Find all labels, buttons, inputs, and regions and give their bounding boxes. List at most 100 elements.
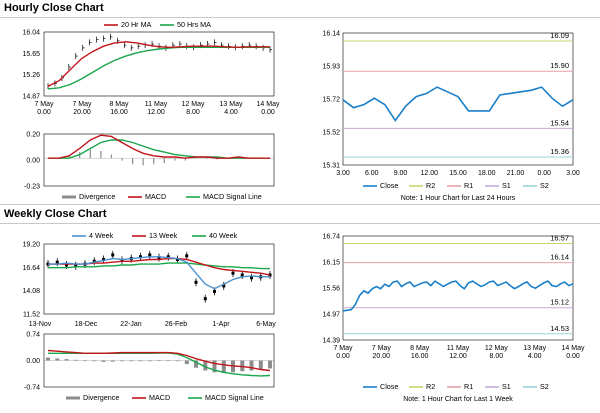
hourly-section-title: Hourly Close Chart xyxy=(4,2,104,14)
weekly-price-y-tick: 11.52 xyxy=(23,312,40,319)
weekly-levels-s1-label: 15.12 xyxy=(550,298,569,307)
weekly-levels-x-tick-time: 8.00 xyxy=(489,353,503,360)
hourly-levels-x-tick: 0.00 xyxy=(537,170,551,177)
hourly-divergence-bar xyxy=(206,158,208,159)
weekly-levels-x-tick-day: 7 May xyxy=(372,345,392,352)
weekly-divergence-bar xyxy=(240,360,245,372)
hourly-price-x-tick-time: 0.00 xyxy=(37,109,51,116)
weekly-levels-y-tick: 15.56 xyxy=(322,286,340,293)
hourly-price-y-tick: 14.87 xyxy=(22,94,40,101)
weekly-levels-note: Note: 1 Hour Chart for Last 1 Week xyxy=(403,396,513,403)
hourly-legend-macd-label: MACD xyxy=(145,192,166,201)
hourly-price-x-tick-time: 8.00 xyxy=(186,109,200,116)
weekly-levels-legend-label: R1 xyxy=(464,382,473,391)
weekly-price-bar-body xyxy=(55,260,59,264)
hourly-ma20-line xyxy=(47,41,270,87)
weekly-macd-line xyxy=(47,349,271,372)
hourly-levels-x-tick: 3.00 xyxy=(336,170,350,177)
weekly-levels-legend-label: Close xyxy=(380,382,398,391)
weekly-price-bar-body xyxy=(120,258,124,262)
weekly-price-bar-body xyxy=(139,255,142,259)
hourly-levels-x-tick: 18.00 xyxy=(478,170,496,177)
hourly-divergence-bar xyxy=(132,158,134,165)
weekly-title-rule xyxy=(0,223,600,224)
hourly-levels-x-tick: 9.00 xyxy=(394,170,408,177)
weekly-levels-y-tick: 16.74 xyxy=(322,234,340,241)
weekly-levels-x-tick-time: 12.00 xyxy=(449,353,467,360)
weekly-price-y-tick: 16.64 xyxy=(22,265,40,272)
weekly-price-bar-body xyxy=(231,271,235,275)
weekly-macd-y-tick: 0.74 xyxy=(26,332,40,339)
weekly-price-bar-body xyxy=(203,297,207,301)
hourly-price-x-tick-time: 4.00 xyxy=(224,109,238,116)
weekly-divergence-bar xyxy=(120,360,124,362)
hourly-divergence-bar xyxy=(163,158,165,163)
weekly-levels-s2-label: 14.53 xyxy=(550,324,569,333)
weekly-ma4-line xyxy=(48,256,270,290)
weekly-levels-frame xyxy=(342,235,574,341)
hourly-levels-x-tick: 3.00 xyxy=(566,170,580,177)
weekly-levels-x-tick-day: 8 May xyxy=(410,345,430,352)
weekly-legend-signal-label: MACD Signal Line xyxy=(205,393,264,402)
hourly-levels-frame xyxy=(342,32,574,166)
weekly-levels-x-tick-time: 0.00 xyxy=(566,353,580,360)
weekly-levels-y-tick: 14.39 xyxy=(322,338,340,345)
weekly-divergence-bar xyxy=(55,358,60,361)
hourly-levels-s1-label: 15.54 xyxy=(550,118,569,127)
weekly-divergence-bar xyxy=(83,360,87,362)
hourly-legend-divergence-label: Divergence xyxy=(79,192,115,201)
weekly-price-bar-body xyxy=(194,280,198,284)
hourly-levels-y-tick: 15.31 xyxy=(322,163,340,170)
weekly-divergence-bar xyxy=(110,360,115,362)
hourly-divergence-bar xyxy=(153,158,155,165)
hourly-levels-r2-label: 16.09 xyxy=(550,31,569,40)
hourly-levels-y-tick: 16.14 xyxy=(322,31,340,38)
weekly-ma40-line xyxy=(48,262,270,270)
hourly-divergence-bar xyxy=(142,158,144,166)
weekly-levels-x-tick-time: 16.00 xyxy=(411,353,429,360)
hourly-ma50-line xyxy=(47,46,270,90)
weekly-legend-13wk-label: 13 Week xyxy=(149,231,178,240)
weekly-divergence-bar xyxy=(157,360,161,362)
weekly-legend-40wk-label: 40 Week xyxy=(209,231,238,240)
weekly-divergence-bar xyxy=(46,357,50,361)
hourly-price-x-tick-day: 11 May xyxy=(145,101,168,108)
hourly-price-frame xyxy=(43,31,275,97)
hourly-price-y-tick: 16.04 xyxy=(22,30,40,37)
hourly-price-x-tick-day: 13 May xyxy=(220,101,243,108)
weekly-levels-r2-label: 16.57 xyxy=(550,234,569,243)
weekly-macd-y-tick: -0.74 xyxy=(24,385,40,392)
weekly-levels-y-tick: 14.97 xyxy=(322,312,340,319)
weekly-levels-close-line xyxy=(342,280,574,312)
weekly-divergence-bar xyxy=(268,360,272,369)
hourly-divergence-bar xyxy=(68,155,70,159)
hourly-price-y-tick: 15.26 xyxy=(22,72,40,79)
weekly-levels-x-tick-day: 11 May xyxy=(447,345,470,352)
hourly-levels-x-tick: 21.00 xyxy=(507,170,525,177)
weekly-divergence-bar xyxy=(194,360,198,368)
weekly-price-x-tick: 1-Apr xyxy=(212,321,230,328)
hourly-macd-y-tick: 0.20 xyxy=(26,132,40,139)
weekly-divergence-bar xyxy=(166,360,171,362)
weekly-signal-line xyxy=(48,352,271,377)
weekly-price-x-tick: 26-Feb xyxy=(165,321,187,328)
hourly-divergence-bar xyxy=(110,154,112,159)
weekly-price-y-tick: 19.20 xyxy=(22,242,40,249)
hourly-levels-note: Note: 1 Hour Chart for Last 24 Hours xyxy=(401,195,516,202)
weekly-divergence-bar xyxy=(138,360,143,362)
weekly-levels-y-tick: 16.15 xyxy=(322,260,340,267)
weekly-price-x-tick: 18-Dec xyxy=(75,321,98,328)
hourly-levels-legend-label: S1 xyxy=(502,181,511,190)
hourly-price-x-tick-day: 12 May xyxy=(182,101,205,108)
hourly-divergence-bar xyxy=(174,158,176,161)
weekly-price-bar-body xyxy=(185,254,189,258)
weekly-section-title: Weekly Close Chart xyxy=(4,208,107,220)
weekly-price-bar-body xyxy=(240,273,244,277)
weekly-price-bar-body xyxy=(74,264,78,268)
weekly-levels-x-tick-time: 4.00 xyxy=(528,353,542,360)
weekly-price-y-tick: 14.08 xyxy=(22,288,40,295)
weekly-legend-macd-label: MACD xyxy=(149,393,170,402)
weekly-price-bar-body xyxy=(176,257,179,261)
weekly-levels-legend-label: R2 xyxy=(426,382,435,391)
section-divider xyxy=(0,204,600,205)
